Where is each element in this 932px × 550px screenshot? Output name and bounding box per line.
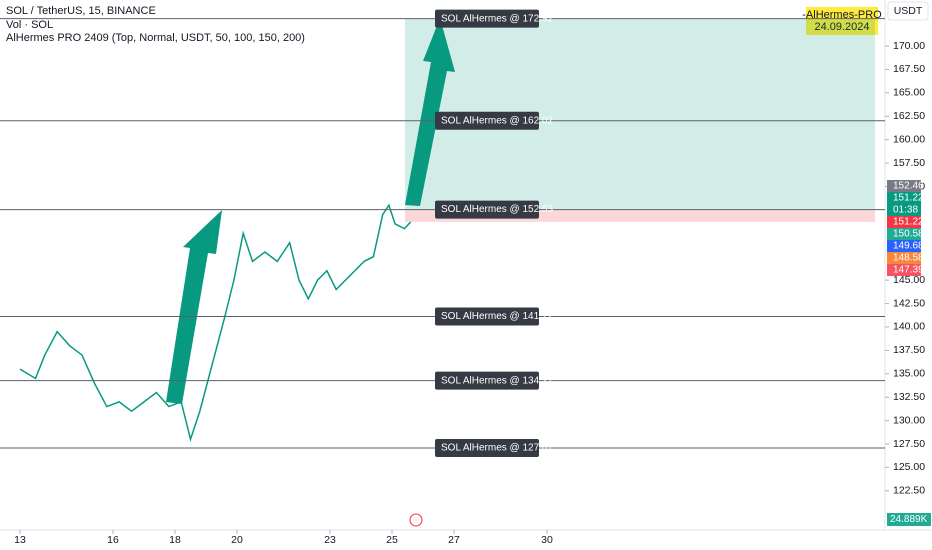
- level-label: SOL AlHermes @ 162.02: [441, 115, 553, 126]
- time-tick-label: 30: [541, 534, 553, 546]
- price-tick-label: 170.00: [893, 40, 925, 52]
- time-tick-label: 23: [324, 534, 336, 546]
- time-tick-label: 18: [169, 534, 181, 546]
- level-label-box: [435, 439, 539, 458]
- price-tick-label: 132.50: [893, 391, 925, 403]
- level-label: SOL AlHermes @ 134.27: [441, 375, 553, 386]
- level-label-box: [435, 111, 539, 130]
- price-tick-label: 137.50: [893, 344, 925, 356]
- symbol: SOL / TetherUS, 15, BINANCE: [6, 5, 156, 17]
- watermark-date: 24.09.2024: [814, 21, 869, 33]
- time-tick-label: 20: [231, 534, 243, 546]
- price-tick-label: 157.50: [893, 157, 925, 169]
- price-badge-label: 152.46: [893, 181, 924, 192]
- level-label-box: [435, 371, 539, 390]
- currency[interactable]: USDT: [894, 5, 923, 17]
- price-tick-label: 160.00: [893, 133, 925, 145]
- price-tick-label: 127.50: [893, 438, 925, 450]
- price-tick-label: 122.50: [893, 485, 925, 497]
- price-tick-label: 165.00: [893, 87, 925, 99]
- price-tick-label: 125.00: [893, 461, 925, 473]
- price-tick-label: 167.50: [893, 63, 925, 75]
- price-badge: [887, 240, 921, 252]
- price-badge: [887, 216, 921, 228]
- price-line: [19, 203, 412, 443]
- level-label-box: [435, 200, 539, 219]
- price-badge: [887, 180, 921, 192]
- indicator-label: AlHermes PRO 2409 (Top, Normal, USDT, 50…: [6, 32, 305, 44]
- level-label: SOL AlHermes @ 172.92: [441, 13, 553, 24]
- time-tick-label: 25: [386, 534, 398, 546]
- level-label-box: [435, 9, 539, 28]
- watermark-box: [806, 7, 878, 35]
- level-label: SOL AlHermes @ 152.53: [441, 204, 553, 215]
- price-tick-label: 142.50: [893, 297, 925, 309]
- currency-button[interactable]: [887, 1, 929, 21]
- price-badge: [887, 192, 921, 216]
- level-label: SOL AlHermes @ 127.07: [441, 443, 553, 454]
- price-badge-label: 151.22: [893, 217, 924, 228]
- countdown: 01:38: [893, 205, 918, 216]
- volume-label: Vol · SOL: [6, 19, 53, 31]
- time-tick-label: 16: [107, 534, 119, 546]
- arrow: [166, 210, 222, 404]
- price-badge-label: 149.68: [893, 241, 924, 252]
- price-badge-label: 148.58: [893, 253, 924, 264]
- time-tick-label: 13: [14, 534, 26, 546]
- price-badge: [887, 252, 921, 264]
- level-label-box: [435, 307, 539, 326]
- arrow: [405, 18, 455, 206]
- price-tick-label: 140.00: [893, 321, 925, 333]
- price-badge-label: 147.39: [893, 265, 924, 276]
- replay-icon[interactable]: [409, 513, 423, 527]
- time-tick-label: 27: [448, 534, 460, 546]
- volume-badge-label: 24.889K: [890, 514, 928, 525]
- price-badge-label: 151.22: [893, 193, 924, 204]
- watermark-name: -AlHermes-PRO: [802, 9, 882, 21]
- price-badge: [887, 264, 921, 276]
- volume-badge: [887, 513, 931, 526]
- price-tick-label: 135.00: [893, 368, 925, 380]
- price-tick-label: 130.00: [893, 414, 925, 426]
- price-tick-label: 145.00: [893, 274, 925, 286]
- price-badge-label: 150.58: [893, 229, 924, 240]
- price-badge: [887, 228, 921, 240]
- price-tick-label: 162.50: [893, 110, 925, 122]
- level-label: SOL AlHermes @ 141.12: [441, 311, 553, 322]
